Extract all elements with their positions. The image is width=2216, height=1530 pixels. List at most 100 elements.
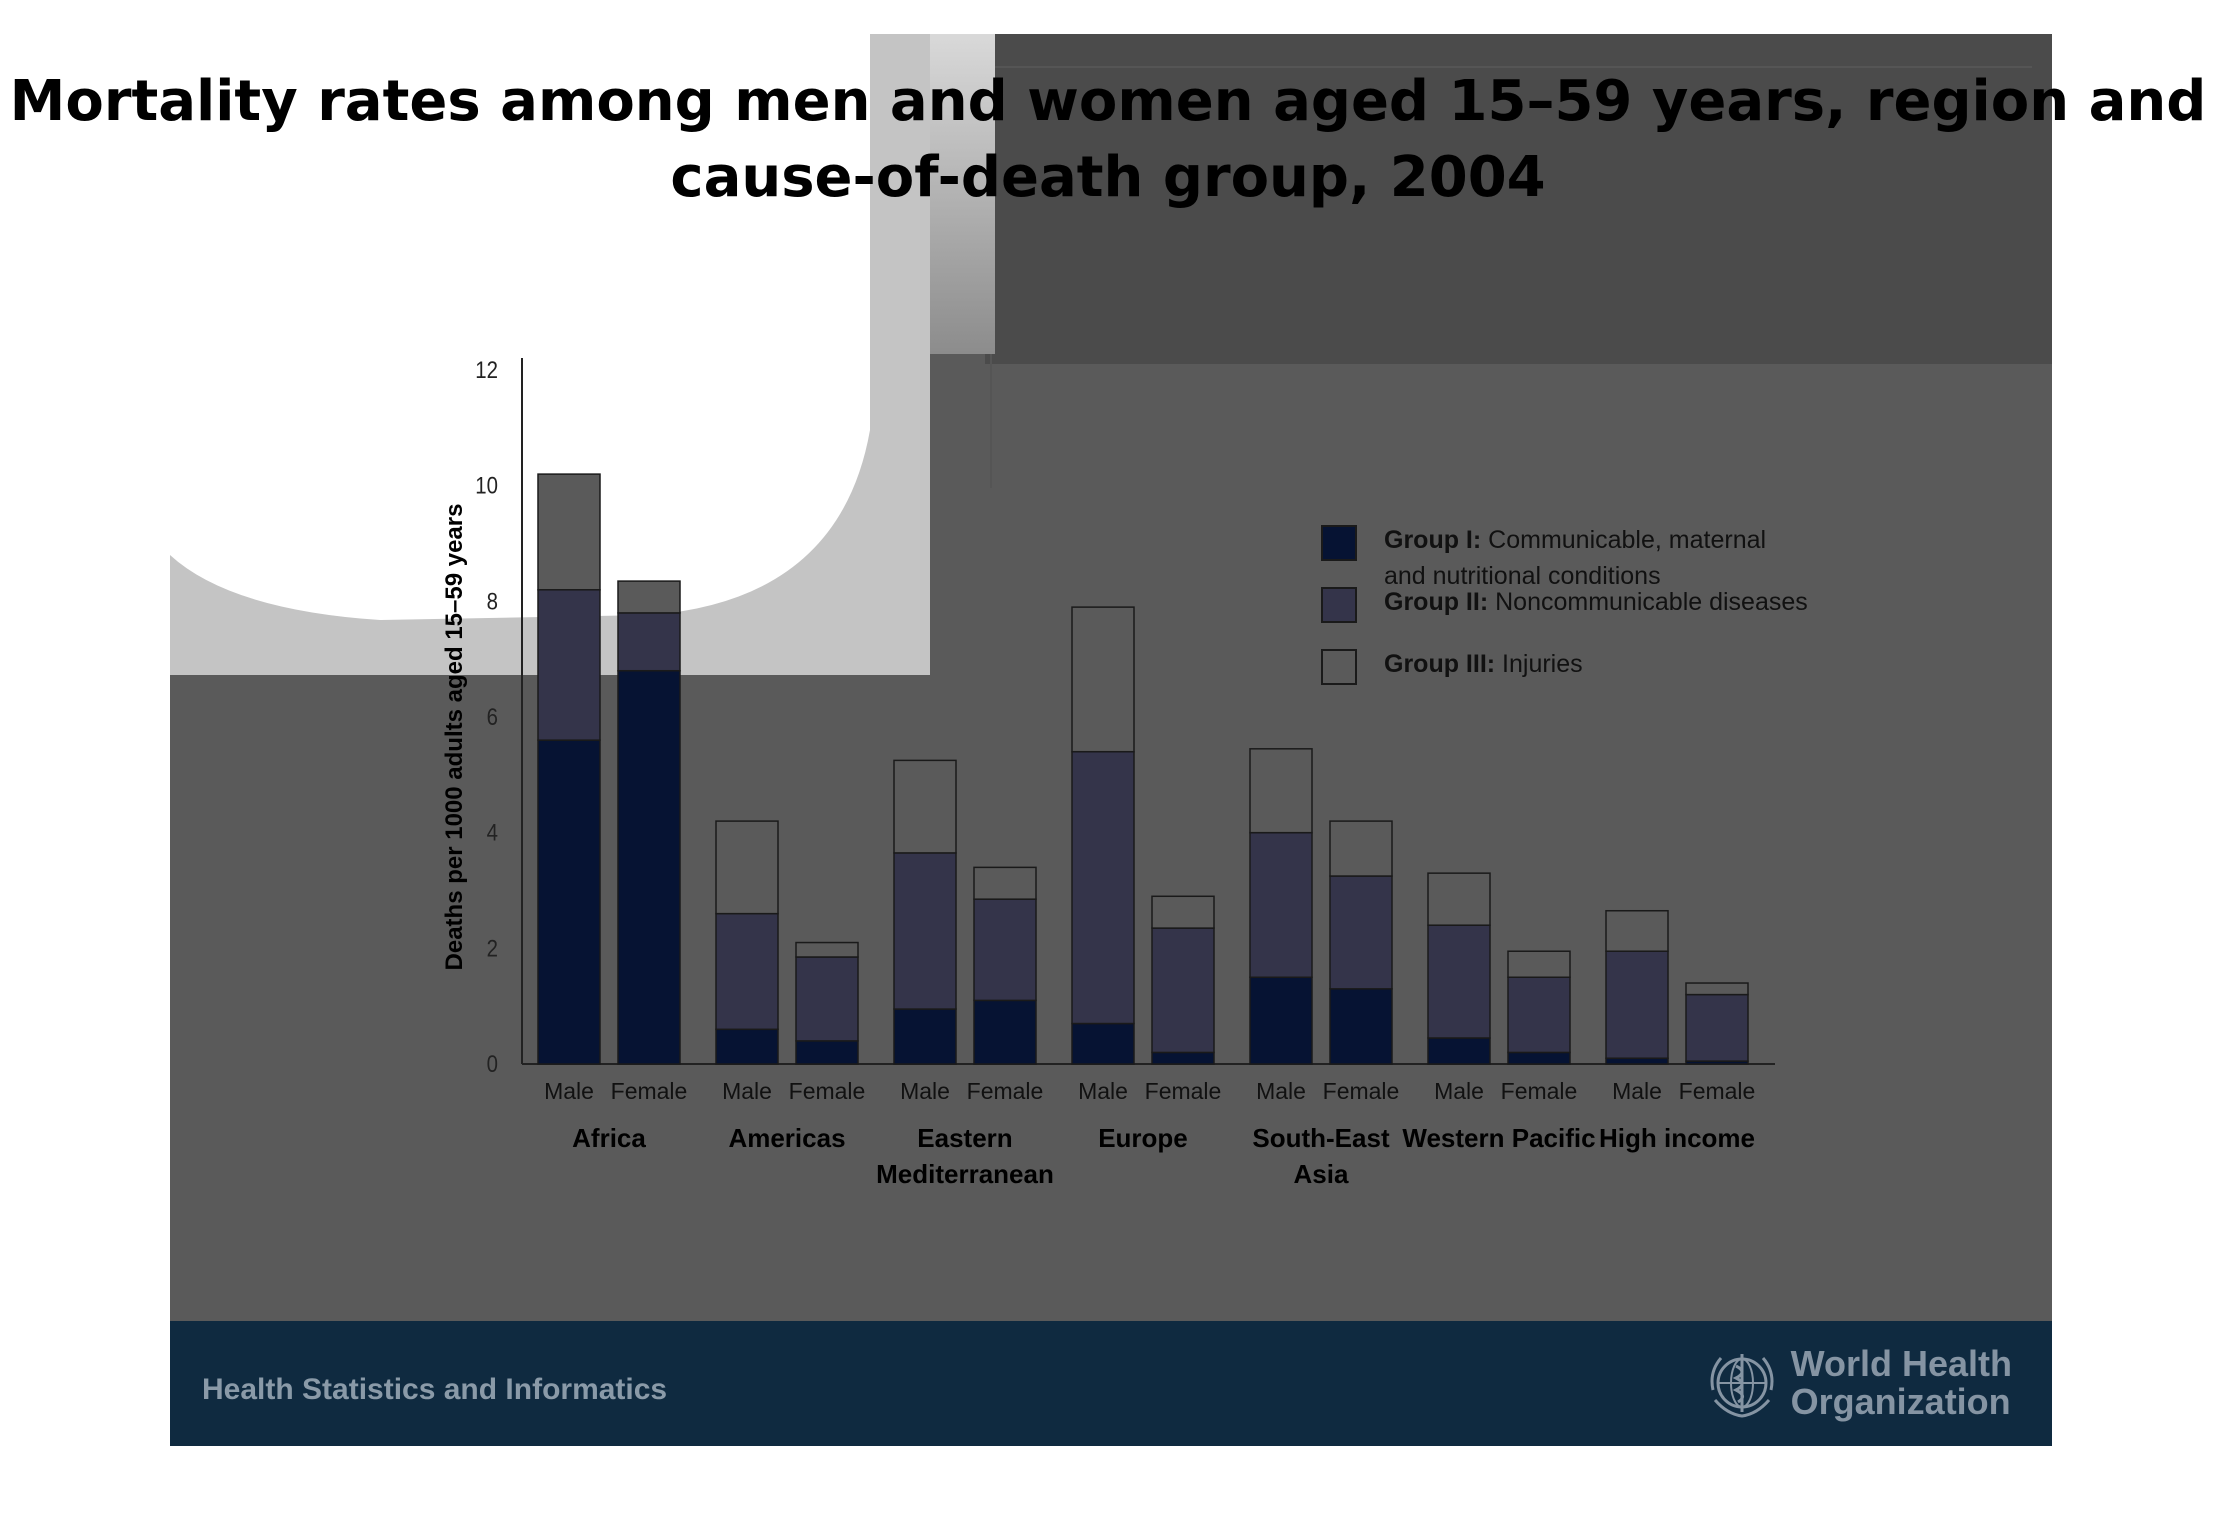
legend-swatch-3	[1321, 649, 1357, 685]
x-tick-label-sex: Male	[722, 1078, 772, 1104]
bar-3-0-series-2	[1071, 750, 1135, 1025]
chart-legend: Group I: Communicable, maternal and nutri…	[1321, 525, 1808, 685]
legend-label-bold: Group III:	[1384, 650, 1502, 678]
bar-0-0-series-1	[537, 739, 601, 1065]
bar-2-1-series-3	[973, 866, 1037, 900]
bar-1-0-series-2	[715, 912, 779, 1031]
x-tick-label-region: Europe	[1098, 1123, 1188, 1153]
bar-3-0-series-3	[1071, 606, 1135, 753]
y-axis-label: Deaths per 1000 adults aged 15–59 years	[441, 504, 468, 971]
bar-1-1-series-1	[795, 1040, 859, 1065]
bar-5-1-series-2	[1507, 976, 1571, 1054]
y-tick-label: 8	[487, 588, 498, 615]
bar-2-0-series-3	[893, 759, 957, 854]
bar-3-1-series-2	[1151, 927, 1215, 1054]
x-tick-label-region: High income	[1599, 1123, 1755, 1153]
legend-label-3: Group III: Injuries	[1384, 650, 1583, 678]
y-tick-label: 2	[487, 935, 498, 962]
x-tick-label-region: Africa	[572, 1123, 646, 1153]
chart-title: Mortality rates among men and women aged…	[9, 69, 2207, 210]
bar-1-0-series-3	[715, 820, 779, 915]
bar-3-1-series-3	[1151, 895, 1215, 929]
bar-6-0-series-2	[1605, 950, 1669, 1059]
chart-bars	[537, 473, 1749, 1065]
bar-2-0-series-2	[893, 852, 957, 1010]
x-tick-label-sex: Female	[789, 1078, 866, 1104]
bar-2-1-series-1	[973, 999, 1037, 1065]
x-tick-label-sex: Male	[1612, 1078, 1662, 1104]
x-tick-label-region: Mediterranean	[876, 1159, 1054, 1189]
bar-4-1-series-2	[1329, 875, 1393, 990]
bar-4-1-series-1	[1329, 988, 1393, 1065]
legend-swatch-2	[1321, 587, 1357, 623]
legend-label-text: Injuries	[1502, 650, 1583, 678]
footer-text: Health Statistics and Informatics	[202, 1373, 668, 1406]
who-logo: World Health Organization	[1705, 1333, 2012, 1433]
who-name-line1: World Health	[1790, 1343, 2012, 1384]
y-tick-label: 12	[475, 356, 498, 383]
bar-0-0-series-2	[537, 589, 601, 741]
legend-label-1: and nutritional conditions	[1384, 562, 1661, 590]
bar-4-1-series-3	[1329, 820, 1393, 877]
x-tick-label-sex: Male	[1434, 1078, 1484, 1104]
decorative-corner-panel	[985, 34, 2052, 364]
bar-1-1-series-2	[795, 956, 859, 1042]
legend-label-2: Group II: Noncommunicable diseases	[1384, 588, 1808, 616]
legend-label-text: Communicable, maternal	[1488, 526, 1766, 554]
bar-5-0-series-1	[1427, 1037, 1491, 1065]
y-tick-label: 6	[487, 703, 498, 730]
bar-6-1-series-2	[1685, 993, 1749, 1062]
x-tick-label-sex: Female	[1679, 1078, 1756, 1104]
bar-6-0-series-3	[1605, 909, 1669, 952]
x-tick-label-region: Asia	[1294, 1159, 1349, 1189]
slide-background: Health Statistics and Informatics World …	[170, 34, 2052, 1446]
who-name: World Health Organization	[1791, 1345, 2012, 1421]
who-emblem-icon	[1710, 1354, 1774, 1418]
legend-swatch-1	[1321, 525, 1357, 561]
bar-0-1-series-3	[617, 580, 681, 614]
bar-0-1-series-1	[617, 669, 681, 1065]
legend-label-bold: Group II:	[1384, 588, 1495, 616]
bar-3-0-series-1	[1071, 1022, 1135, 1065]
y-tick-label: 0	[487, 1050, 498, 1077]
x-tick-label-sex: Male	[1078, 1078, 1128, 1104]
who-name-line2: Organization	[1790, 1381, 2011, 1422]
bar-3-1-series-1	[1151, 1051, 1215, 1065]
x-tick-label-sex: Female	[611, 1078, 688, 1104]
bar-4-0-series-2	[1249, 831, 1313, 979]
legend-label-1: Group I: Communicable, maternal	[1384, 526, 1766, 554]
bar-5-1-series-1	[1507, 1051, 1571, 1065]
bar-2-1-series-2	[973, 898, 1037, 1002]
y-tick-label: 10	[475, 472, 498, 499]
legend-label-bold: Group I:	[1384, 526, 1488, 554]
legend-label-text: Noncommunicable diseases	[1495, 588, 1808, 616]
bar-6-0-series-1	[1605, 1057, 1669, 1065]
bar-5-0-series-2	[1427, 924, 1491, 1039]
chart-labels: Male Female Africa Male Female Americas Male Fe…	[544, 1078, 1755, 1189]
bar-5-1-series-3	[1507, 950, 1571, 978]
bar-1-1-series-3	[795, 941, 859, 958]
bar-4-0-series-3	[1249, 748, 1313, 834]
bar-0-0-series-3	[537, 473, 601, 591]
x-tick-label-region: South-East	[1252, 1123, 1390, 1153]
x-tick-label-sex: Male	[1256, 1078, 1306, 1104]
x-tick-label-sex: Female	[1323, 1078, 1400, 1104]
bar-6-1-series-3	[1685, 982, 1749, 996]
x-tick-label-region: Americas	[728, 1123, 845, 1153]
white-overlay-curve	[170, 34, 870, 620]
y-tick-label: 4	[487, 819, 498, 846]
x-tick-label-region: Western Pacific	[1402, 1123, 1595, 1153]
footer-bar: Health Statistics and Informatics World …	[170, 1321, 2052, 1446]
bar-5-0-series-3	[1427, 872, 1491, 926]
bar-4-0-series-1	[1249, 976, 1313, 1065]
bar-0-1-series-2	[617, 612, 681, 672]
x-tick-label-region: Eastern	[917, 1123, 1012, 1153]
bar-1-0-series-1	[715, 1028, 779, 1065]
bar-2-0-series-1	[893, 1008, 957, 1065]
x-tick-label-sex: Female	[1145, 1078, 1222, 1104]
x-tick-label-sex: Male	[544, 1078, 594, 1104]
x-tick-label-sex: Male	[900, 1078, 950, 1104]
x-tick-label-sex: Female	[1501, 1078, 1578, 1104]
x-tick-label-sex: Female	[967, 1078, 1044, 1104]
